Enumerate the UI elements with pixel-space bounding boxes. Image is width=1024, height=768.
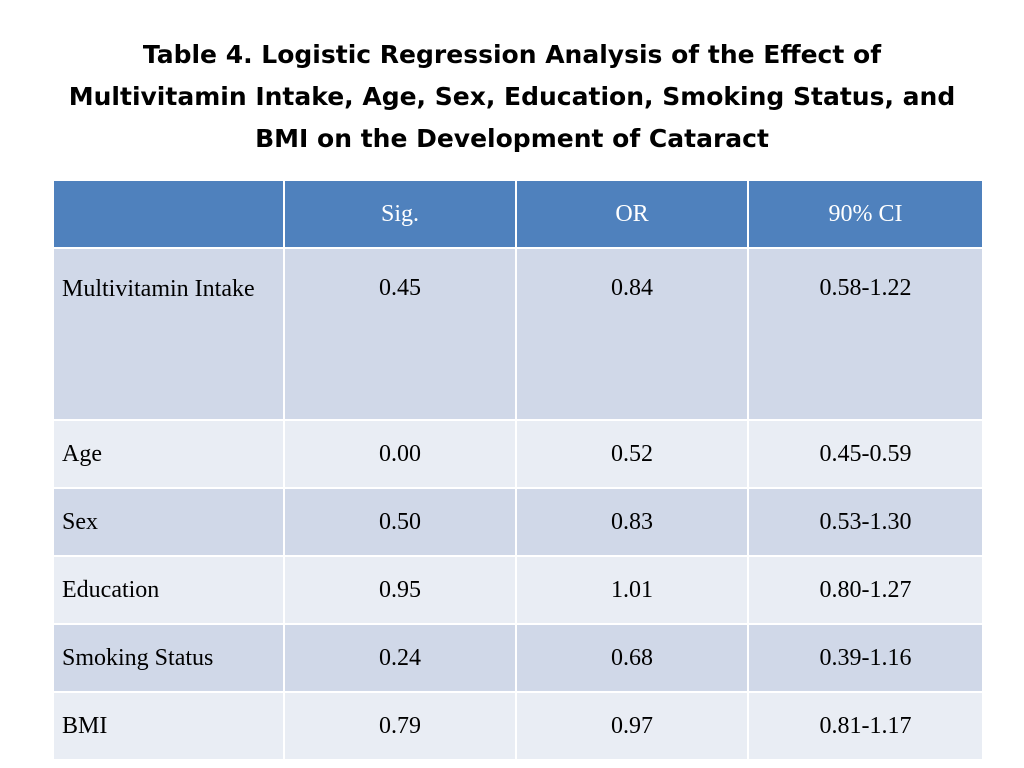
table-header-row: Sig. OR 90% CI	[52, 179, 984, 249]
or-value: 0.97	[515, 691, 749, 761]
ci-value: 0.80-1.27	[747, 555, 984, 625]
row-label: Multivitamin Intake	[52, 247, 285, 421]
row-label: Education	[52, 555, 285, 625]
row-label: BMI	[52, 691, 285, 761]
table-row: Multivitamin Intake 0.45 0.84 0.58-1.22	[52, 247, 984, 421]
sig-value: 0.45	[283, 247, 517, 421]
title-line-1: Table 4. Logistic Regression Analysis of…	[142, 40, 882, 69]
sig-value: 0.24	[283, 623, 517, 693]
ci-value: 0.39-1.16	[747, 623, 984, 693]
table-row: Education 0.95 1.01 0.80-1.27	[52, 555, 984, 625]
row-label: Age	[52, 419, 285, 489]
header-cell-sig: Sig.	[283, 179, 517, 249]
header-cell-variable	[52, 179, 285, 249]
table-row: Age 0.00 0.52 0.45-0.59	[52, 419, 984, 489]
or-value: 0.84	[515, 247, 749, 421]
ci-value: 0.81-1.17	[747, 691, 984, 761]
sig-value: 0.79	[283, 691, 517, 761]
row-label: Smoking Status	[52, 623, 285, 693]
table-row: Sex 0.50 0.83 0.53-1.30	[52, 487, 984, 557]
or-value: 0.52	[515, 419, 749, 489]
or-value: 0.83	[515, 487, 749, 557]
ci-value: 0.53-1.30	[747, 487, 984, 557]
ci-value: 0.45-0.59	[747, 419, 984, 489]
regression-table: Sig. OR 90% CI Multivitamin Intake 0.45 …	[52, 179, 984, 761]
row-label: Sex	[52, 487, 285, 557]
ci-value: 0.58-1.22	[747, 247, 984, 421]
title-line-2: Multivitamin Intake, Age, Sex, Education…	[68, 82, 956, 111]
or-value: 0.68	[515, 623, 749, 693]
table-row: BMI 0.79 0.97 0.81-1.17	[52, 691, 984, 761]
header-cell-ci: 90% CI	[747, 179, 984, 249]
title-line-3: BMI on the Development of Cataract	[255, 124, 769, 153]
table-row: Smoking Status 0.24 0.68 0.39-1.16	[52, 623, 984, 693]
header-cell-or: OR	[515, 179, 749, 249]
page-title: Table 4. Logistic Regression Analysis of…	[40, 34, 984, 160]
sig-value: 0.95	[283, 555, 517, 625]
sig-value: 0.50	[283, 487, 517, 557]
or-value: 1.01	[515, 555, 749, 625]
sig-value: 0.00	[283, 419, 517, 489]
